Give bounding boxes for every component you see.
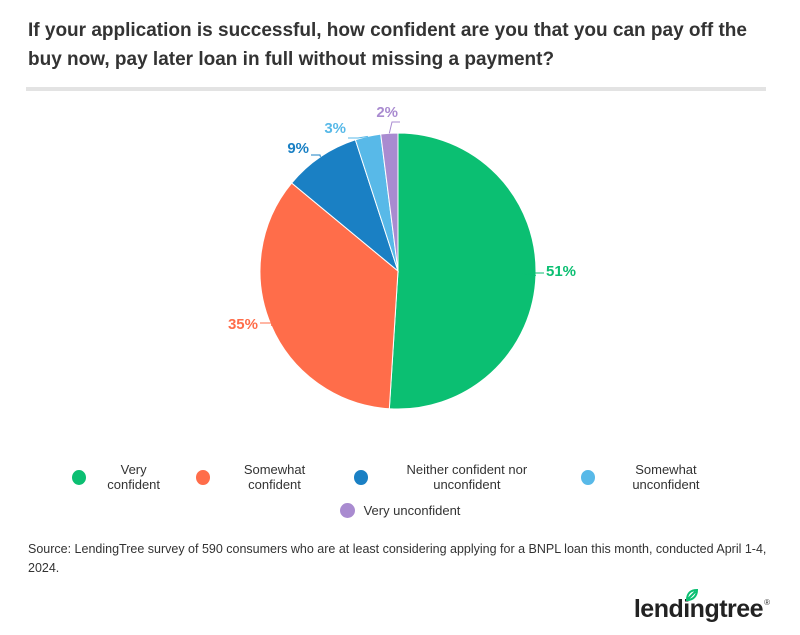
pie-chart: 51% 35% 9% 3% 2% [228, 104, 576, 410]
legend-row-2: Very unconfident [60, 499, 740, 521]
legend-label-very-confident: Very confident [107, 462, 161, 492]
leader-line-neither-confident-nor-unconfident [311, 154, 321, 157]
legend-label-somewhat-unconfident: Somewhat unconfident [632, 462, 700, 492]
leader-line-very-unconfident [388, 121, 400, 134]
legend-swatch-somewhat-unconfident [580, 469, 595, 485]
leader-line-somewhat-unconfident [348, 135, 368, 139]
legend-row-1: Very confident Somewhat confident Neithe… [60, 462, 740, 492]
title-divider [26, 87, 766, 91]
data-label-somewhat-confident: 35% [228, 316, 258, 333]
data-label-very-unconfident: 2% [376, 104, 398, 121]
legend-label-neither: Neither confident nor unconfident [406, 462, 528, 492]
legend-label-very-unconfident: Very unconfident [363, 502, 461, 518]
logo-wordmark: lendingtree [633, 595, 764, 623]
data-label-neither-confident-nor-unconfident: 9% [287, 140, 309, 157]
data-label-very-confident: 51% [546, 263, 576, 280]
chart-title: If your application is successful, how c… [28, 20, 747, 70]
legend-item-very-confident: Very confident [72, 462, 172, 492]
legend-item-somewhat-unconfident: Somewhat unconfident [580, 462, 728, 492]
legend-item-neither: Neither confident nor unconfident [353, 462, 557, 492]
legend-swatch-neither [353, 469, 368, 485]
legend-swatch-somewhat-confident [196, 469, 211, 485]
logo-registered-mark: ® [764, 598, 770, 607]
lendingtree-logo: lendingtree ® [633, 588, 770, 623]
chart-legend: Very confident Somewhat confident Neithe… [60, 462, 740, 532]
pie-slice-very-confident [388, 132, 537, 410]
pie-slice-somewhat-confident [259, 182, 399, 410]
legend-item-very-unconfident: Very unconfident [339, 502, 461, 518]
leaf-icon [685, 588, 698, 602]
leader-line-somewhat-confident [260, 322, 273, 326]
legend-swatch-very-unconfident [339, 502, 355, 518]
legend-item-somewhat-confident: Somewhat confident [196, 462, 330, 492]
legend-swatch-very-confident [72, 469, 87, 485]
source-note: Source: LendingTree survey of 590 consum… [28, 542, 767, 575]
legend-label-somewhat-confident: Somewhat confident [243, 462, 306, 492]
leader-line-very-confident [521, 272, 544, 276]
data-label-somewhat-unconfident: 3% [324, 120, 346, 137]
